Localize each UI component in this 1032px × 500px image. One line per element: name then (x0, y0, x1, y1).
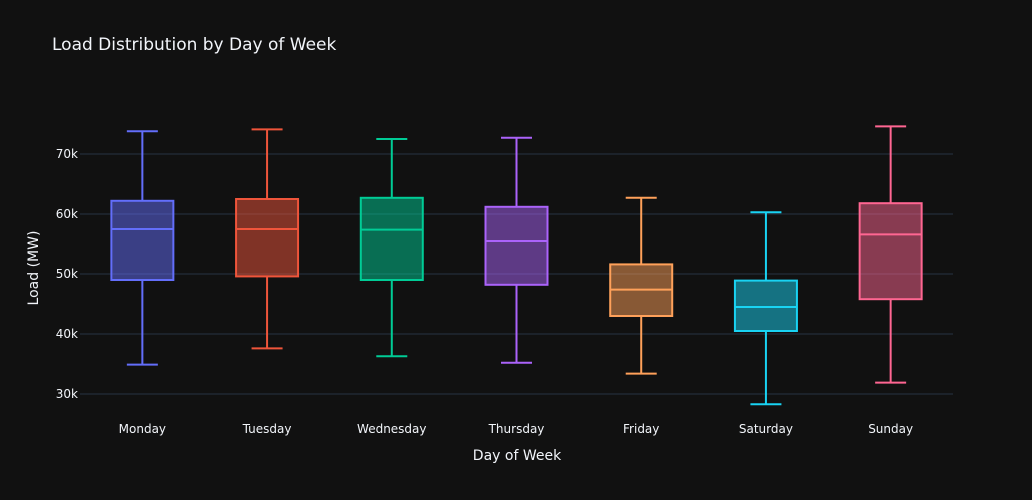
box-thursday (484, 136, 549, 364)
iqr-box (484, 205, 549, 286)
y-axis-title: Load (MW) (26, 231, 42, 306)
box-tuesday (235, 128, 300, 350)
x-tick-label: Tuesday (242, 422, 292, 436)
y-tick-label: 50k (56, 267, 78, 281)
iqr-box (235, 198, 300, 278)
y-tick-label: 30k (56, 387, 78, 401)
x-axis-ticks: Monday Tuesday Wednesday Thursday Friday Satu… (119, 422, 913, 436)
x-tick-label: Thursday (488, 422, 545, 436)
y-tick-label: 40k (56, 327, 78, 341)
x-tick-label: Monday (119, 422, 166, 436)
box-wednesday (359, 138, 424, 358)
box-sunday (858, 125, 923, 384)
iqr-box (858, 202, 923, 301)
x-tick-label: Wednesday (357, 422, 426, 436)
chart-title: Load Distribution by Day of Week (52, 35, 337, 55)
x-tick-label: Friday (623, 422, 659, 436)
y-tick-label: 60k (56, 207, 78, 221)
box-friday (609, 196, 674, 375)
iqr-box (110, 199, 175, 281)
box-monday (110, 130, 175, 366)
box-series (110, 125, 923, 406)
box-saturday (733, 211, 798, 406)
y-axis-ticks: 30k 40k 50k 60k 70k (56, 147, 78, 401)
x-tick-label: Saturday (739, 422, 793, 436)
iqr-box (359, 196, 424, 281)
iqr-box (733, 279, 798, 333)
y-tick-label: 70k (56, 147, 78, 161)
x-axis-title: Day of Week (473, 448, 562, 464)
x-tick-label: Sunday (868, 422, 913, 436)
